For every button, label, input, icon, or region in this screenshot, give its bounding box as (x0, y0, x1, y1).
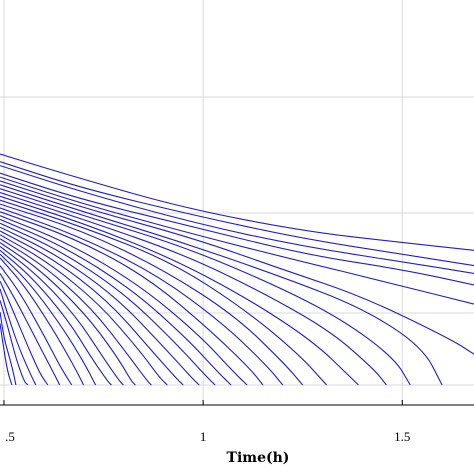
series-line-16 (0, 222, 216, 386)
series-line-6 (0, 184, 443, 386)
series-line-27 (0, 273, 61, 386)
x-tick-label-2: 1.5 (394, 429, 410, 444)
series-line-3 (0, 172, 474, 286)
series-line-20 (0, 238, 152, 386)
series-line-28 (0, 280, 49, 386)
x-tick-label-1: 1 (200, 429, 207, 444)
series-line-18 (0, 230, 184, 386)
x-tick-label-0: .5 (5, 429, 15, 444)
series-line-12 (0, 207, 284, 386)
series-line-32 (0, 323, 13, 386)
series-line-30 (0, 300, 29, 386)
series-line-26 (0, 265, 73, 386)
series-line-13 (0, 211, 264, 386)
series-line-1 (0, 161, 474, 267)
series-group (0, 153, 474, 386)
series-line-11 (0, 203, 304, 386)
series-line-10 (0, 199, 328, 386)
series-line-25 (0, 257, 85, 386)
series-line-9 (0, 195, 359, 386)
series-line-5 (0, 180, 474, 355)
series-line-0 (0, 153, 474, 251)
series-line-17 (0, 226, 200, 386)
grid (0, 0, 474, 405)
series-line-2 (0, 165, 474, 274)
series-line-22 (0, 245, 124, 386)
axes (0, 400, 474, 406)
series-line-4 (0, 176, 474, 305)
series-line-14 (0, 215, 248, 386)
series-line-31 (0, 311, 17, 386)
x-tick-labels: .5 1 1.5 (5, 429, 410, 444)
series-line-21 (0, 242, 136, 386)
series-line-29 (0, 288, 37, 386)
series-line-24 (0, 253, 97, 386)
x-axis-title: Time(h) (227, 450, 290, 466)
series-line-7 (0, 188, 411, 386)
series-line-23 (0, 249, 112, 386)
series-line-8 (0, 191, 387, 386)
series-line-15 (0, 218, 232, 386)
series-line-19 (0, 234, 168, 386)
